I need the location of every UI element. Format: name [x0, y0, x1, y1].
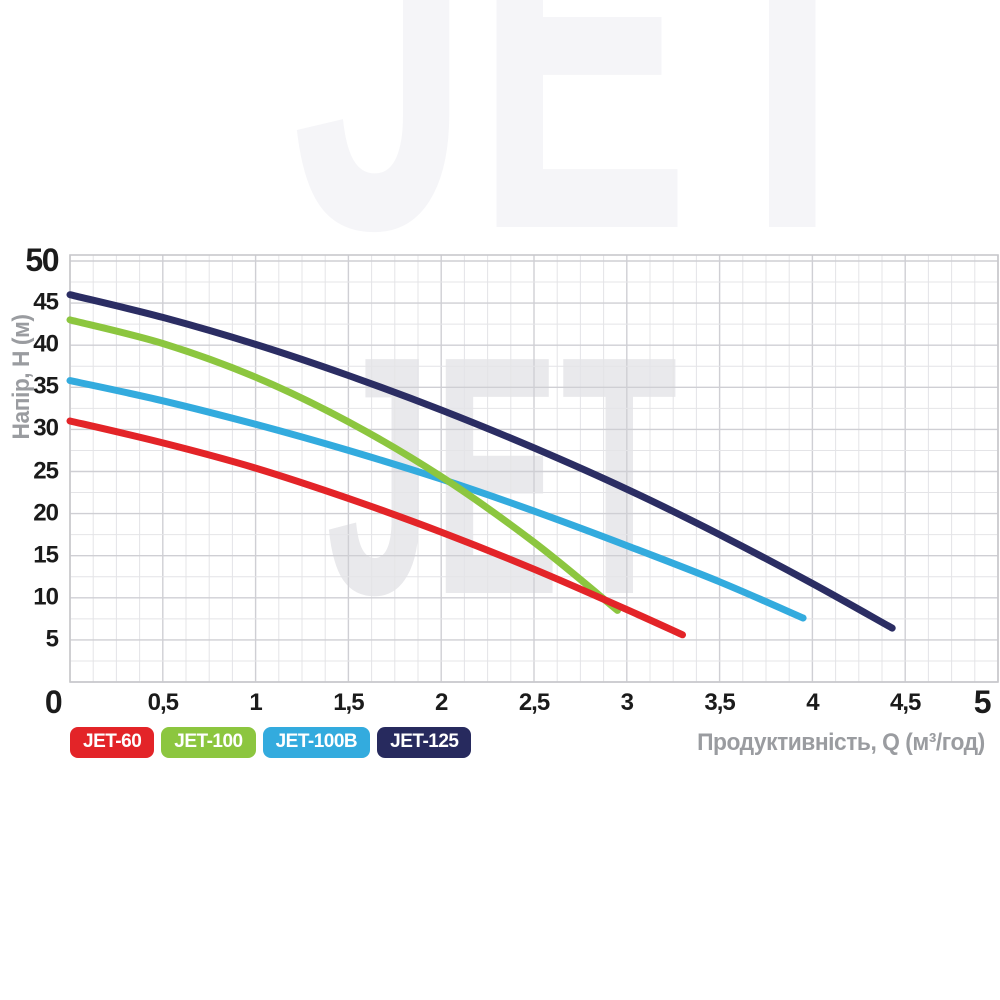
curve-jet-100	[66, 316, 621, 614]
x-tick-label: 2,5	[518, 689, 550, 716]
origin-tick-label: 0	[44, 684, 63, 720]
x-tick-label: 1	[249, 689, 262, 716]
legend-item-jet-60: JET-60	[70, 727, 155, 758]
x-tick-label: 4,5	[890, 689, 921, 716]
y-tick-label: 5	[45, 625, 59, 653]
x-tick-label: 1,5	[333, 689, 364, 716]
y-tick-label: 30	[33, 414, 59, 442]
legend: JET-60 JET-100 JET-100B JET-125	[70, 727, 472, 758]
watermark-jet: JET	[326, 286, 679, 666]
y-tick-label: 25	[33, 456, 59, 484]
y-tick-label: 15	[33, 541, 59, 569]
x-tick-label: 3,5	[704, 689, 735, 716]
y-tick-label: 40	[33, 330, 59, 358]
watermark-jet-top: JET	[292, 0, 895, 338]
legend-item-jet-100b: JET-100B	[262, 727, 371, 758]
x-tick-label: 4	[806, 689, 819, 716]
x-tick-label: 0,5	[147, 689, 179, 716]
legend-item-jet-100: JET-100	[161, 727, 256, 758]
x-tick-label: 3	[620, 689, 634, 716]
curve-jet-100b	[66, 377, 807, 622]
y-axis-title: Напір, H (м)	[8, 314, 35, 440]
plot-border	[69, 254, 999, 683]
x-tick-label: 2	[435, 689, 448, 716]
y-tick-label: 45	[33, 288, 59, 316]
y-tick-label: 20	[33, 499, 59, 527]
x-axis-title: Продуктивність, Q (м³/год)	[697, 729, 985, 756]
curve-jet-60	[66, 417, 686, 639]
x-tick-label: 5	[973, 684, 992, 720]
legend-item-jet-125: JET-125	[377, 727, 472, 758]
y-tick-label: 50	[25, 241, 59, 278]
y-tick-label: 35	[33, 372, 59, 400]
y-tick-label: 10	[33, 583, 59, 611]
curve-jet-125	[66, 291, 896, 632]
